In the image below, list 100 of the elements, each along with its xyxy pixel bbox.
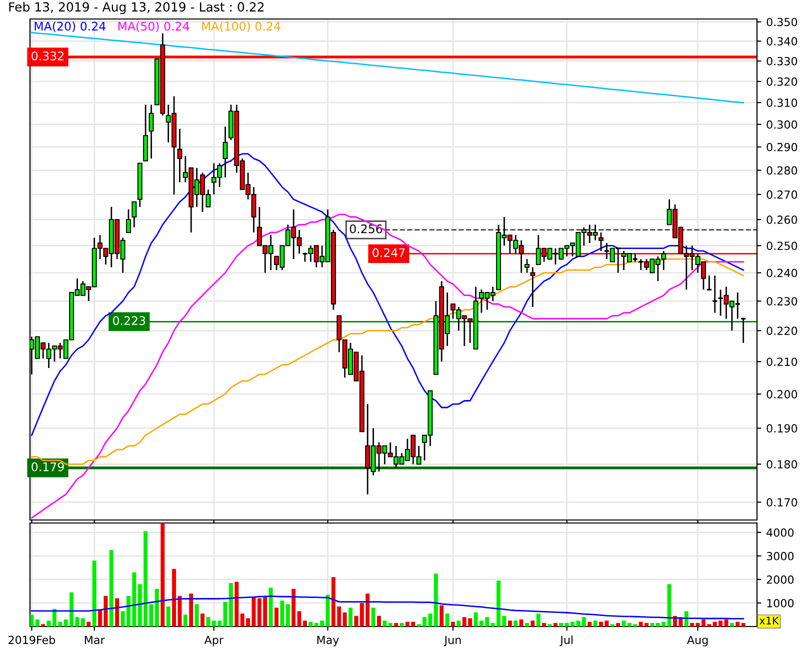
candlestick: [177, 128, 182, 183]
y-tick-label: 1000: [767, 598, 794, 608]
candlestick: [712, 274, 718, 314]
bar: [268, 588, 273, 626]
bar: [194, 604, 199, 626]
bar: [684, 611, 688, 626]
y-tick-label: 0.210: [766, 358, 798, 366]
y-tick-label: 0.340: [766, 37, 798, 46]
bar: [206, 617, 210, 626]
candlestick: [126, 208, 131, 234]
candlestick: [222, 126, 228, 178]
line-series: [31, 153, 744, 436]
x-tick-label: May: [317, 636, 339, 646]
x-tick-label: 2019Feb: [8, 636, 56, 644]
bar: [115, 598, 120, 626]
candlestick: [530, 266, 536, 308]
bar: [234, 582, 239, 626]
y-tick-label: 0.300: [766, 120, 798, 129]
text: MA(50) 0.24: [118, 22, 190, 32]
y-tick-label: 0.310: [766, 98, 798, 107]
bar: [166, 606, 170, 626]
ref-line-label: 0.179: [32, 462, 64, 472]
bar: [30, 614, 34, 626]
bar: [730, 622, 734, 626]
bar: [371, 608, 376, 626]
x-tick-label: Apr: [204, 636, 224, 646]
y-tick-label: 0.320: [766, 77, 798, 86]
line-series: [31, 595, 744, 620]
bar: [376, 616, 381, 626]
x-tick-label: Jul: [560, 636, 573, 646]
bar: [274, 608, 278, 626]
bar: [616, 622, 620, 626]
x-tick-label: Jun: [444, 636, 461, 646]
y-tick-label: 0.270: [766, 190, 798, 199]
bar: [525, 622, 529, 626]
y-tick-label: 0.350: [766, 18, 798, 26]
bar: [724, 619, 728, 626]
bar: [536, 614, 540, 626]
text: x1K: [759, 616, 780, 624]
y-tick-label: 0.290: [766, 142, 798, 152]
bar: [80, 618, 85, 626]
y-tick-label: 2000: [766, 575, 794, 584]
x-tick-label: Aug: [687, 636, 708, 646]
y-tick-label: 0.190: [766, 424, 798, 433]
bar: [690, 622, 694, 626]
y-tick-label: 4000: [766, 528, 794, 537]
bar: [86, 622, 91, 626]
y-tick-label: 0.280: [766, 166, 798, 175]
bar: [736, 622, 740, 626]
bar: [189, 594, 194, 626]
y-tick-label: 0.170: [766, 498, 798, 507]
bar: [35, 619, 40, 626]
bar: [200, 614, 204, 626]
bar: [382, 620, 387, 626]
bar: [354, 616, 358, 626]
bar: [451, 622, 455, 626]
bar: [553, 622, 558, 626]
bar: [280, 600, 284, 626]
y-tick-label: 0.260: [766, 216, 798, 224]
bar: [530, 620, 535, 626]
candlestick: [598, 232, 604, 252]
y-tick-label: 3000: [766, 552, 794, 560]
y-tick-label: 0.200: [766, 390, 798, 398]
bar: [388, 622, 392, 626]
bar: [588, 622, 592, 626]
bar: [519, 619, 524, 626]
ref-line-label: 0.247: [372, 248, 405, 258]
line-series: [31, 214, 744, 519]
y-tick-label: 0.230: [766, 297, 798, 306]
y-tick-label: 0.250: [766, 242, 798, 250]
bar: [342, 612, 347, 626]
y-tick-label: 0.240: [766, 268, 798, 278]
bar: [109, 550, 114, 626]
bar: [582, 617, 586, 626]
bar: [394, 622, 398, 626]
bar: [559, 622, 564, 626]
bar: [286, 604, 290, 626]
ref-line-label: 0.223: [113, 316, 146, 326]
chart-title: Feb 13, 2019 - Aug 13, 2019 - Last : 0.22: [9, 2, 264, 14]
bar: [508, 620, 512, 626]
bar: [292, 588, 296, 626]
bar: [434, 574, 438, 626]
candlestick: [148, 104, 154, 160]
bar: [514, 620, 518, 626]
candlestick: [524, 258, 530, 274]
y-tick-label: 0.180: [766, 460, 798, 469]
y-tick-label: 0.330: [766, 56, 798, 66]
y-tick-label: 0.220: [766, 326, 798, 336]
bar: [445, 614, 450, 626]
bar: [308, 622, 313, 626]
text: MA(20) 0.24: [34, 22, 106, 32]
bar: [456, 620, 461, 626]
bar: [348, 608, 353, 626]
bar: [741, 622, 746, 626]
ref-line-label: 0.256: [350, 224, 382, 234]
ref-line-label: 0.332: [32, 51, 64, 60]
candlestick: [132, 201, 137, 228]
bar: [440, 605, 444, 626]
bar: [542, 622, 546, 626]
candlestick: [706, 274, 712, 290]
